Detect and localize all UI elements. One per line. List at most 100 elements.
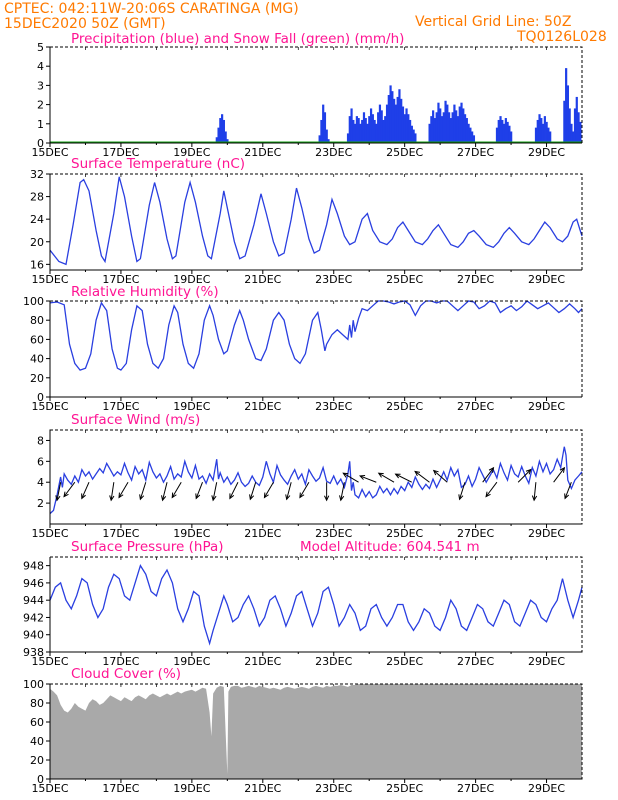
cloud-area [50,684,582,779]
precip-bar [430,116,433,143]
y-tick-label: 942 [23,611,44,624]
wind-arrow [517,469,532,483]
wind-arrow-head [229,493,235,500]
precip-bar [471,131,474,143]
y-tick-label: 16 [30,258,44,271]
precip-bar [439,108,442,143]
precip-bar [222,119,225,143]
wind-arrow [459,482,466,500]
x-tick-label: 25DEC [386,400,423,413]
precip-bar [502,123,506,143]
x-tick-label: 23DEC [315,273,352,286]
cloud-title: Cloud Cover (%) [71,666,181,682]
wind-arrow [63,481,76,497]
wind-arrow-head [531,495,538,502]
wind-arrow [118,481,129,498]
wind-arrow-head [285,494,291,501]
header-station: CPTEC: 042:11W-20:06S CARATINGA (MG) [4,1,299,17]
precip-bar [366,123,369,143]
wind-arrow-head [432,469,439,476]
y-tick-label: 4 [37,60,44,73]
series-line [49,300,583,371]
x-tick-label: 17DEC [102,400,139,413]
precip-bar [577,112,580,143]
precip-bar [346,133,350,143]
x-tick-label: 27DEC [457,400,494,413]
precip-bar [579,121,582,143]
precip-bar [400,98,403,143]
precip-bar [352,119,355,143]
precip-bar [504,118,507,143]
panel-frame [49,173,583,271]
precip-bar [572,131,575,143]
precip-bar [405,108,408,143]
precip-bar [497,119,500,143]
wind-arrow [171,481,182,498]
precip-bar [549,131,552,143]
y-tick-label: 0 [37,773,44,786]
x-tick-label: 17DEC [102,782,139,795]
precip-bar [384,116,387,143]
precip-bar [387,95,390,143]
precip-bar [323,112,327,143]
precip-bar [226,139,229,143]
y-tick-label: 80 [30,697,44,710]
precip-bar [460,102,463,143]
precip-bar [378,104,382,143]
wind-arrow-head [458,494,464,501]
pressure-title: Surface Pressure (hPa) [71,539,224,555]
wind-arrow [533,482,537,501]
precip-bar [566,85,570,143]
y-tick-label: 60 [30,716,44,729]
x-tick-label: 29DEC [528,527,565,540]
precip-bar [408,119,412,143]
y-tick-label: 4 [37,476,44,489]
precip-bar [453,104,456,143]
wind-arrow-head [525,468,532,475]
wind-arrow-head [118,492,124,499]
y-tick-label: 80 [30,314,44,327]
wind-arrow-head [359,475,366,480]
series-line [49,564,583,646]
y-tick-label: 940 [23,629,44,642]
precip-bar [538,114,541,143]
precip-bar [219,118,222,143]
panel-5: 0 20 40 60 80 100 15DEC 17DEC 19DEC 21DEC 23DEC 25D… [23,678,583,795]
precip-bar [320,119,323,143]
header-grid-line: Vertical Grid Line: 50Z [415,14,571,30]
wind-arrow-head [299,492,305,499]
precip-bar [463,114,467,143]
precip-bar [369,108,373,143]
precip-bar [575,96,578,143]
y-tick-label: 20 [30,372,44,385]
precip-bar [440,116,444,143]
precip-bar [375,123,378,143]
precip-bar [394,104,397,143]
x-tick-label: 29DEC [528,655,565,668]
x-tick-label: 17DEC [102,273,139,286]
wind-arrow [110,482,115,501]
wind-arrow-head [488,466,495,473]
wind-arrow [359,475,377,483]
y-tick-label: 100 [23,295,44,308]
wind-arrow [195,482,203,499]
precip-bar [442,112,445,143]
wind-arrow-head [81,493,86,500]
header-model: TQ0126L028 [516,29,607,45]
x-tick-label: 15DEC [31,273,68,286]
precip-bar [327,139,330,143]
y-tick-label: 2 [37,99,44,112]
precip-bar [573,108,577,143]
y-tick-label: 946 [23,577,44,590]
x-tick-label: 25DEC [386,782,423,795]
precip-bar [449,118,452,143]
y-tick-label: 32 [30,168,44,181]
x-tick-label: 27DEC [457,527,494,540]
wind-arrow-head [324,495,330,502]
wind-arrow [249,482,257,500]
wind-arrow-head [559,466,566,473]
x-tick-label: 29DEC [528,146,565,159]
wind-arrow [485,481,498,497]
wind-arrow-head [63,491,69,498]
